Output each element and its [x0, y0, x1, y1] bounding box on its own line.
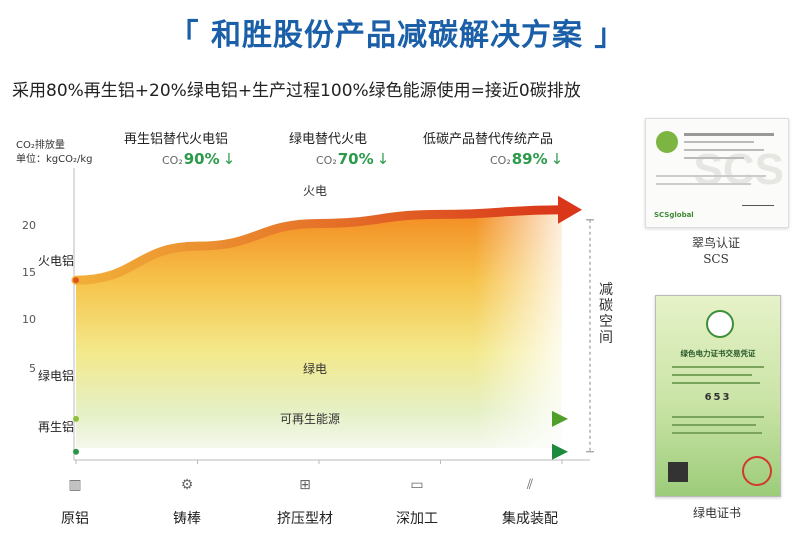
kingfisher-seal-icon — [656, 131, 678, 153]
kpi-value: CO₂70% ↓ — [316, 150, 390, 168]
series-label-green: 绿电 — [303, 362, 328, 376]
page-title: 「 和胜股份产品减碳解决方案 」 — [168, 18, 626, 53]
process-label: 挤压型材 — [277, 511, 333, 527]
green-cert-number: 653 — [704, 392, 732, 403]
kpi-heading: 低碳产品替代传统产品 — [422, 132, 553, 147]
kpi-heading: 再生铝替代火电铝 — [123, 132, 228, 147]
extrusion-icon: ⊞ — [299, 477, 311, 493]
process-label: 深加工 — [396, 511, 438, 527]
scs-watermark: SCS — [693, 145, 784, 194]
series-arrow-renewable — [552, 443, 568, 460]
process-label: 集成装配 — [502, 511, 558, 527]
scs-caption: 翠鸟认证 — [691, 236, 740, 250]
process-label: 铸棒 — [173, 511, 201, 527]
assembly-icon: ⫽ — [526, 477, 534, 493]
green-power-certificate-image: 绿色电力证书交易凭证 653 — [655, 295, 781, 497]
y-tick-label: 15 — [22, 266, 36, 279]
y-tick-label: 20 — [22, 219, 36, 232]
series-arrow-thermal — [558, 195, 582, 224]
certificate-emblem-icon — [706, 310, 734, 338]
series-label-renewable: 可再生能源 — [280, 412, 341, 426]
series-start-dot — [73, 448, 79, 455]
label-recycled-aluminum: 再生铝 — [38, 420, 75, 434]
green-cert-title: 绿色电力证书交易凭证 — [680, 349, 756, 358]
series-arrow-green — [552, 410, 568, 427]
y-axis-unit: 单位：kgCO₂/kg — [16, 154, 93, 165]
y-axis-label: CO₂排放量 — [16, 140, 65, 151]
casting-rod-icon: ⚙ — [180, 477, 194, 493]
series-label-thermal: 火电 — [303, 184, 328, 198]
reduction-space-label: 减碳空间 — [599, 282, 613, 346]
kpi-value: CO₂90% ↓ — [162, 150, 236, 168]
kpi-heading: 绿电替代火电 — [288, 132, 367, 147]
series-start-dot — [73, 277, 79, 284]
y-tick-label: 5 — [29, 362, 36, 375]
deep-processing-icon: ▭ — [410, 477, 424, 493]
scs-certificate-image: SCS SCSglobal — [645, 118, 789, 228]
green-cert-caption: 绿电证书 — [692, 506, 741, 520]
reduction-area-fade — [76, 209, 562, 448]
signature-line — [742, 205, 774, 206]
page-subtitle: 采用80%再生铝+20%绿电铝+生产过程100%绿色能源使用=接近0碳排放 — [12, 81, 581, 101]
process-label: 原铝 — [61, 511, 89, 527]
raw-aluminum-icon: ▥ — [68, 477, 82, 493]
kpi-value: CO₂89% ↓ — [490, 150, 564, 168]
series-start-dot — [73, 415, 79, 422]
red-seal-icon — [742, 456, 772, 486]
series-line-thermal — [71, 205, 567, 285]
scs-brand: SCSglobal — [654, 211, 694, 219]
qr-code-icon — [668, 462, 688, 482]
label-thermal-aluminum: 火电铝 — [38, 254, 75, 268]
y-tick-label: 10 — [22, 313, 36, 326]
scs-caption-sub: SCS — [703, 252, 729, 266]
label-green-aluminum: 绿电铝 — [38, 369, 75, 383]
